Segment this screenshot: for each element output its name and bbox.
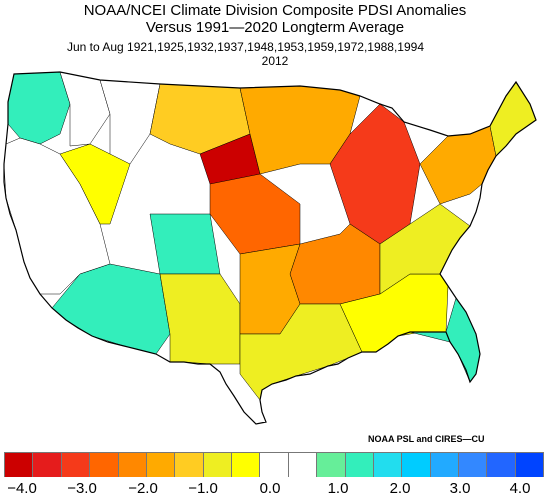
color-swatch xyxy=(288,453,318,477)
color-swatch xyxy=(90,453,119,477)
color-swatch xyxy=(175,453,204,477)
us-climate-division-map xyxy=(3,71,537,425)
color-swatch xyxy=(260,453,289,477)
color-swatch xyxy=(33,453,62,477)
season-and-years: Jun to Aug 1921,1925,1932,1937,1948,1953… xyxy=(67,40,425,54)
color-swatch xyxy=(459,453,488,477)
color-swatch xyxy=(61,453,91,477)
climate-region xyxy=(289,223,381,305)
scale-tick-label: −2.0 xyxy=(128,480,158,497)
color-swatch xyxy=(402,453,431,477)
color-swatch xyxy=(232,453,261,477)
climate-region xyxy=(329,103,421,245)
scale-tick-label: 4.0 xyxy=(509,480,531,497)
climate-region xyxy=(59,143,131,225)
color-swatch xyxy=(4,453,34,477)
scale-tick-label: −4.0 xyxy=(7,480,37,497)
color-swatch xyxy=(317,453,346,477)
color-swatch xyxy=(430,453,459,477)
climate-region xyxy=(149,213,221,275)
scale-tick-label: −1.0 xyxy=(188,480,218,497)
climate-region xyxy=(7,71,71,145)
color-swatch xyxy=(487,453,516,477)
climate-region xyxy=(99,79,161,165)
scale-tick-label: 2.0 xyxy=(389,480,411,497)
color-swatch xyxy=(373,453,403,477)
color-swatch xyxy=(146,453,176,477)
climate-division-regions xyxy=(3,71,537,401)
map-title: NOAA/NCEI Climate Division Composite PDS… xyxy=(83,2,467,19)
scale-tick-label: −3.0 xyxy=(67,480,97,497)
scale-tick-label: 3.0 xyxy=(449,480,471,497)
year-label: 2012 xyxy=(261,54,289,68)
us-outline xyxy=(3,71,537,425)
climate-region xyxy=(419,125,497,205)
color-swatch xyxy=(203,453,232,477)
color-swatch xyxy=(515,453,545,477)
climate-region xyxy=(209,173,301,255)
climate-region xyxy=(489,81,537,157)
data-credit: NOAA PSL and CIRES—CU xyxy=(368,434,485,444)
climate-region xyxy=(159,273,241,365)
scale-tick-label: 1.0 xyxy=(327,480,349,497)
climate-region xyxy=(3,137,111,295)
color-swatch xyxy=(345,453,374,477)
color-swatch xyxy=(118,453,147,477)
color-scale-bar xyxy=(4,452,545,477)
map-subtitle: Versus 1991—2020 Longterm Average xyxy=(145,19,405,36)
scale-tick-label: 0.0 xyxy=(259,480,281,497)
